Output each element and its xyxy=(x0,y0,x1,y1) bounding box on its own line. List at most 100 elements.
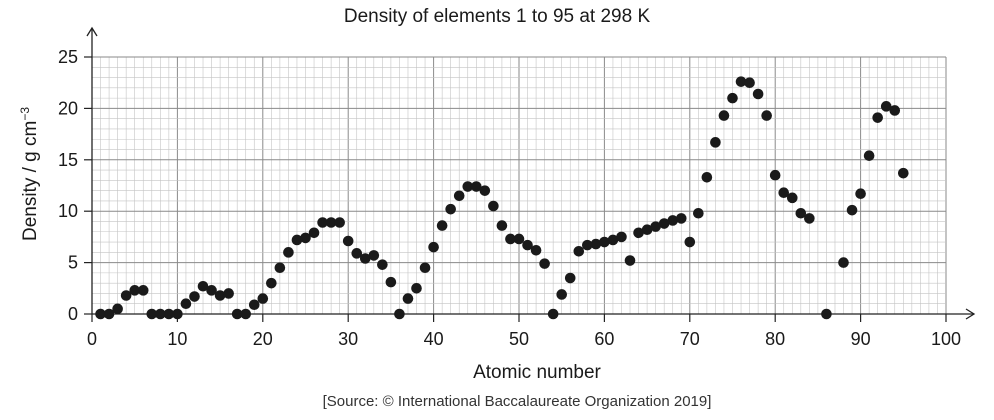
data-point xyxy=(889,105,901,116)
data-point xyxy=(718,110,730,121)
y-tick-label: 20 xyxy=(58,98,78,118)
data-point xyxy=(334,217,345,228)
data-point xyxy=(291,234,303,246)
data-point xyxy=(385,276,397,288)
data-point xyxy=(855,188,866,200)
x-tick-label: 10 xyxy=(167,329,187,349)
data-point xyxy=(300,232,311,244)
data-point xyxy=(231,308,243,320)
x-tick-label: 90 xyxy=(851,329,871,349)
data-point xyxy=(804,213,815,224)
data-point xyxy=(744,77,755,88)
data-point xyxy=(556,289,567,300)
data-point xyxy=(872,112,883,123)
y-axis-label: Density / g cm−3 xyxy=(18,107,42,241)
data-point xyxy=(846,204,858,216)
data-point xyxy=(513,233,525,245)
data-point xyxy=(479,185,491,196)
data-point xyxy=(120,290,132,301)
data-point xyxy=(898,167,909,179)
data-point xyxy=(710,137,721,148)
data-point xyxy=(445,203,456,215)
x-tick-label: 0 xyxy=(87,329,97,349)
data-point xyxy=(274,262,286,274)
data-point xyxy=(402,293,414,304)
y-axis-label-text: Density / g cm xyxy=(20,120,42,242)
data-point xyxy=(667,215,679,226)
data-point xyxy=(206,285,217,296)
data-point xyxy=(436,220,448,231)
data-point xyxy=(462,181,474,192)
data-point xyxy=(488,200,499,212)
data-point xyxy=(530,244,542,256)
data-point xyxy=(112,303,123,315)
x-tick-label: 50 xyxy=(509,329,529,349)
data-point xyxy=(693,207,704,219)
data-point xyxy=(624,255,636,266)
x-tick-label: 80 xyxy=(765,329,785,349)
data-point xyxy=(240,308,252,320)
data-point xyxy=(821,308,832,320)
data-point xyxy=(573,245,585,257)
y-tick-label: 25 xyxy=(58,47,78,67)
data-points xyxy=(95,76,909,320)
x-tick-label: 30 xyxy=(338,329,358,349)
data-point xyxy=(786,192,798,204)
data-point xyxy=(411,283,422,294)
y-tick-label: 15 xyxy=(58,150,78,170)
data-point xyxy=(658,218,670,229)
y-axis-arrow xyxy=(86,26,98,37)
data-point xyxy=(564,272,576,284)
data-point xyxy=(266,277,277,289)
data-point xyxy=(727,92,738,104)
grid xyxy=(91,56,947,315)
data-point xyxy=(359,253,371,264)
chart-title: Density of elements 1 to 95 at 298 K xyxy=(343,6,651,27)
data-point xyxy=(317,217,328,228)
data-point xyxy=(769,169,781,181)
data-point xyxy=(172,308,183,320)
data-point xyxy=(684,236,696,248)
x-tick-label: 100 xyxy=(931,329,961,349)
y-axis-label-superscript: −3 xyxy=(17,106,32,121)
y-tick-label: 0 xyxy=(68,304,78,324)
data-point xyxy=(163,308,175,320)
x-axis-label: Atomic number xyxy=(473,362,601,383)
data-point xyxy=(505,233,516,245)
data-point xyxy=(428,241,439,253)
data-point xyxy=(701,171,713,183)
data-point xyxy=(838,257,849,268)
data-point xyxy=(129,285,140,296)
data-point xyxy=(599,236,610,248)
data-point xyxy=(752,88,764,100)
data-point xyxy=(778,187,790,198)
data-point xyxy=(675,213,687,224)
data-point xyxy=(419,262,431,274)
data-point xyxy=(650,221,661,232)
data-point xyxy=(880,101,892,112)
data-point xyxy=(351,248,363,259)
tick-labels: 0 10 20 30 40 50 60 70 80 90 100 0 5 10 15 20 25 xyxy=(58,47,961,349)
data-point xyxy=(641,224,653,236)
x-axis-arrow xyxy=(965,308,976,320)
data-point xyxy=(607,234,619,246)
data-point xyxy=(453,190,465,202)
data-point xyxy=(283,247,294,258)
data-point xyxy=(248,299,260,311)
data-point xyxy=(223,288,234,299)
data-point xyxy=(394,308,405,320)
data-point xyxy=(761,110,772,121)
data-point xyxy=(633,227,644,239)
data-point xyxy=(197,280,209,292)
data-point xyxy=(582,239,593,251)
source-note: [Source: © International Baccalaureate O… xyxy=(322,393,712,410)
axes xyxy=(84,26,976,322)
data-point xyxy=(616,231,627,243)
data-point xyxy=(214,290,226,301)
x-tick-label: 20 xyxy=(253,329,273,349)
y-tick-label: 5 xyxy=(68,253,78,273)
data-point xyxy=(377,259,388,270)
data-point xyxy=(308,227,320,239)
data-point xyxy=(342,235,354,247)
